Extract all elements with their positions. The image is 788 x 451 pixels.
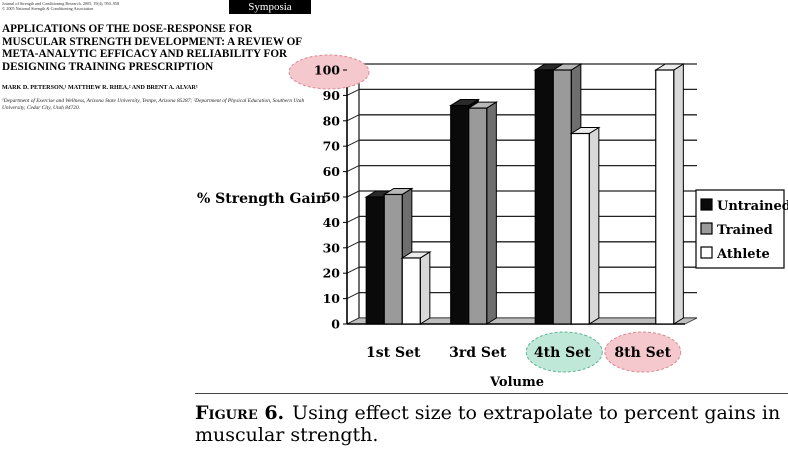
grid-line-depth [346,190,360,198]
legend-swatch [700,222,713,235]
caption-text: Using effect size to extrapolate to perc… [195,402,781,446]
grid-line-depth [346,88,360,96]
highlight-ellipse-100 [288,54,370,90]
bar-side [419,251,431,325]
bar-front [383,193,403,325]
y-axis-label: % Strength Gain [197,191,326,207]
bar [654,63,686,325]
y-tick-label: 90 [323,88,341,103]
bar-front [570,132,590,325]
y-tick-label: 80 [323,113,341,128]
figure-caption: Figure 6. Using effect size to extrapolat… [195,402,788,446]
x-axis-label: Volume [489,375,544,390]
grid-line-depth [346,215,360,223]
bar-front [534,69,554,325]
y-tick-label: 100 [314,63,340,78]
x-category-label: 1st Set [366,345,421,361]
y-tick-label: 50 [323,190,341,205]
legend-label: Athlete [716,247,770,262]
grid-line-depth [346,241,360,249]
y-tick-label: 40 [323,215,341,230]
grid-line-depth [346,165,360,173]
article-authors: Mark D. Peterson,¹ Matthew R. Rhea,² and… [2,85,198,91]
bar-front [365,196,385,325]
x-category-label: 8th Set [614,345,671,361]
bar-front [552,69,572,325]
x-category-label: 3rd Set [449,345,507,361]
bar-front [450,104,470,325]
legend-swatch [700,198,713,211]
grid-line-depth [346,266,360,274]
y-tick-label: 70 [323,139,341,154]
figure-label: Figure 6. [195,402,285,424]
bar [400,251,432,325]
section-tab: Symposia [229,0,311,14]
highlight-ellipse-4th-set [525,331,603,373]
y-tick-label: 20 [323,266,341,281]
legend-swatch [700,246,713,259]
bar-front [655,69,675,325]
bar [467,101,499,325]
grid-line-depth [346,114,360,122]
strength-gain-chart: 0 10 20 30 40 50 60 70 80 90 100 1st Set 3rd Set 4th … [197,54,788,390]
article-affiliation: ¹Department of Exercise and Wellness, Ar… [2,98,305,111]
y-tick-label: 10 [323,291,341,306]
legend-label: Trained [717,223,773,238]
caption-rule [195,393,788,394]
grid-line-depth [346,292,360,300]
bar-side [673,63,684,325]
bar-side [486,101,497,325]
legend-label: Untrained [717,199,788,214]
y-tick-label: 0 [331,317,340,332]
y-tick-label: 60 [323,164,341,179]
bar-front [468,107,488,325]
bar [569,126,601,325]
journal-citation: Journal of Strength and Conditioning Res… [2,1,120,6]
journal-copyright: © 2005 National Strength & Conditioning … [2,6,94,11]
grid-line-depth [346,139,360,147]
highlight-ellipse-8th-set [604,331,682,373]
bar-front [401,257,421,325]
bar-side [588,126,600,325]
article-title: Applications of the Dose-Response for Mu… [2,23,302,73]
x-category-label: 4th Set [534,345,591,361]
y-tick-label: 30 [323,240,341,255]
